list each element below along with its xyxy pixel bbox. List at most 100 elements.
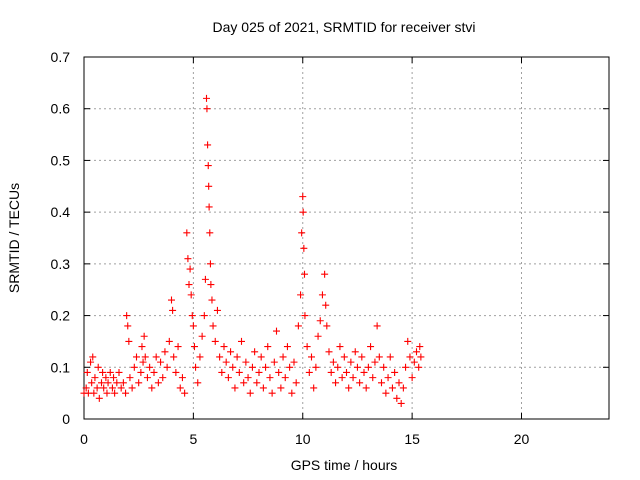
data-point (406, 353, 414, 361)
y-tick-label: 0.2 (51, 308, 71, 324)
data-point (257, 353, 265, 361)
data-point (93, 384, 101, 392)
data-point (345, 384, 353, 392)
data-point (229, 363, 237, 371)
data-point (103, 389, 111, 397)
data-point (99, 368, 107, 376)
data-point (395, 379, 403, 387)
data-point (222, 358, 230, 366)
data-point (362, 384, 370, 392)
data-point (240, 379, 248, 387)
data-point (391, 368, 399, 376)
data-point (286, 363, 294, 371)
data-point (122, 389, 130, 397)
data-point (323, 322, 331, 330)
data-point (203, 105, 211, 113)
data-point (334, 363, 342, 371)
data-point (290, 358, 298, 366)
data-point (318, 291, 326, 299)
data-point (201, 275, 209, 283)
data-point (150, 368, 158, 376)
data-point (343, 368, 350, 376)
data-point (204, 141, 212, 149)
data-point (322, 301, 330, 309)
data-point (185, 281, 193, 289)
data-point (209, 322, 217, 330)
data-point (388, 384, 396, 392)
data-point (336, 343, 344, 351)
x-tick-label: 0 (80, 431, 88, 447)
data-point (90, 389, 98, 397)
data-point (106, 368, 114, 376)
data-point (130, 363, 138, 371)
data-point (207, 281, 215, 289)
data-point (115, 368, 123, 376)
data-point (277, 384, 285, 392)
data-point (208, 296, 216, 304)
data-point (351, 348, 359, 356)
data-point (275, 368, 283, 376)
data-point (353, 363, 361, 371)
data-point (375, 353, 383, 361)
data-point (301, 270, 308, 278)
data-point (312, 363, 320, 371)
data-point (108, 384, 116, 392)
data-point (148, 384, 156, 392)
data-point (206, 260, 214, 268)
data-point (203, 94, 210, 102)
data-point (384, 374, 392, 382)
data-point (126, 374, 134, 382)
data-point (139, 358, 147, 366)
y-tick-label: 0.4 (51, 204, 71, 220)
data-point (358, 353, 366, 361)
data-point (163, 363, 171, 371)
data-point (364, 363, 372, 371)
chart-title: Day 025 of 2021, SRMTID for receiver stv… (213, 19, 476, 35)
data-point (189, 322, 197, 330)
x-tick-label: 5 (189, 431, 197, 447)
data-point (369, 374, 377, 382)
data-point (246, 389, 254, 397)
data-point (140, 332, 148, 340)
data-point (186, 265, 194, 273)
y-tick-label: 0 (62, 411, 70, 427)
data-point (279, 353, 287, 361)
data-point (262, 363, 270, 371)
data-point (268, 389, 276, 397)
data-point (227, 348, 235, 356)
data-point (242, 358, 250, 366)
data-point (300, 244, 308, 252)
data-point (87, 358, 95, 366)
grid-lines (84, 57, 609, 419)
data-point (301, 312, 309, 320)
data-point (356, 379, 364, 387)
data-point (413, 348, 420, 356)
data-point (294, 322, 302, 330)
data-point (176, 384, 184, 392)
data-point (303, 343, 311, 351)
data-point (380, 363, 388, 371)
data-point (117, 384, 125, 392)
data-point (128, 384, 136, 392)
data-point (292, 379, 300, 387)
data-point (194, 379, 202, 387)
data-point (347, 358, 355, 366)
data-point (200, 312, 208, 320)
data-point (273, 327, 280, 335)
data-point (172, 368, 180, 376)
data-point (325, 348, 333, 356)
data-point (100, 384, 108, 392)
data-point (264, 343, 272, 351)
data-point (141, 353, 149, 361)
data-point (329, 358, 337, 366)
data-point (184, 255, 192, 263)
data-point (378, 379, 385, 387)
plot-frame (83, 56, 610, 420)
data-point (206, 229, 214, 237)
data-point (205, 182, 213, 190)
data-point (235, 368, 243, 376)
x-tick-label: 20 (514, 431, 530, 447)
data-point (270, 358, 278, 366)
data-point (91, 374, 99, 382)
